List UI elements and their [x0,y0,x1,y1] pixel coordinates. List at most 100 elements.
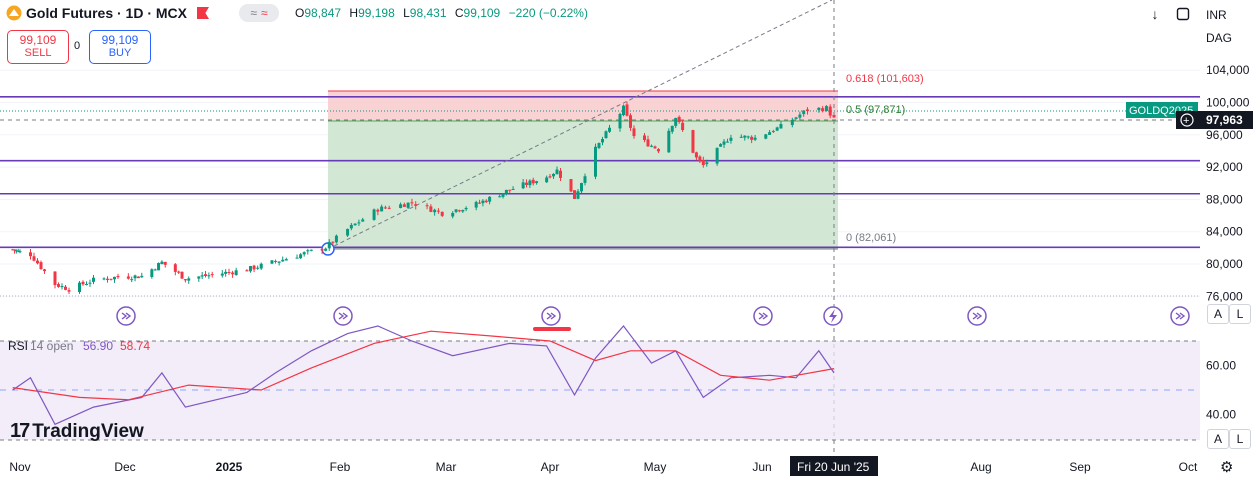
candle-body [725,141,729,143]
candle-body [569,179,573,192]
time-axis-tick: Dec [114,460,135,474]
candle-body [220,273,224,276]
candle-body [625,104,629,116]
candle-body [501,193,505,197]
candle-body [92,277,95,282]
auto-scale-button-main[interactable]: A [1207,304,1229,324]
candle-body [461,209,465,212]
rsi-legend-value2: 58.74 [120,339,150,353]
candle-body [753,137,757,140]
candle-body [399,204,403,209]
flag-icon[interactable] [197,7,209,19]
sell-price: 99,109 [19,33,57,47]
candle-body [643,135,646,141]
candle-body [346,228,350,236]
candle-body [629,115,632,128]
candle-body [694,152,698,158]
ohlc-low: 98,431 [409,6,447,20]
unit-label[interactable]: DAG [1206,31,1233,45]
candle-body [743,135,747,138]
compare-toggle[interactable]: ≈ ≈ [239,4,279,22]
time-axis-tick: May [644,460,667,474]
event-arrow-icon[interactable] [967,306,987,326]
dividend-lightning-icon[interactable] [823,306,843,326]
down-arrow-icon[interactable]: ↓ [1151,6,1159,22]
rsi-legend-name[interactable]: RSI [8,339,28,353]
candle-body [36,260,39,264]
candle-body [410,202,414,204]
settings-gear-icon[interactable]: ⚙ [1220,459,1234,476]
candle-body [284,259,288,261]
tradingview-logo: 17 TradingView [10,420,144,443]
candle-body [187,278,191,281]
candle-body [163,261,167,265]
candle-body [231,272,235,275]
candle-body [383,207,387,209]
candle-body [454,209,458,212]
event-arrow-icon[interactable] [333,306,353,326]
date-badge-label: Fri 20 Jun '25 [797,460,870,474]
time-axis-tick: Oct [1179,460,1198,474]
event-arrow-icon[interactable] [116,306,136,326]
candle-body [548,176,552,178]
candle-body [277,261,281,263]
candle-body [327,241,331,249]
candle-body [817,107,821,110]
candle-body [451,212,455,217]
candle-body [583,176,587,183]
candle-body [429,206,433,212]
candle-body [775,127,779,131]
price-axis-tick: 92,000 [1206,160,1243,174]
candle-body [670,125,674,132]
candle-body [281,259,285,262]
candle-body [511,188,515,190]
brand-text: TradingView [32,420,144,442]
trend-line[interactable] [327,0,833,250]
candle-body [674,118,678,126]
price-axis-tick: 96,000 [1206,128,1243,142]
candle-body [245,270,249,272]
rsi-legend-value1: 56.90 [83,339,113,353]
currency-label[interactable]: INR [1206,8,1227,22]
candle-body [67,290,71,292]
candle-body [259,263,263,269]
candle-body [555,169,559,175]
add-alert-icon[interactable] [1180,113,1194,127]
candle-body [580,183,583,192]
candle-body [650,145,653,147]
sell-button[interactable]: 99,109 SELL [7,30,69,64]
candle-body [601,139,604,143]
candle-body [457,210,461,212]
time-axis-tick: Mar [436,460,457,474]
event-arrow-icon[interactable] [753,306,773,326]
symbol-title[interactable]: Gold Futures · 1D · MCX [26,5,187,21]
candle-body [488,196,492,202]
candle-body [705,162,709,165]
candle-body [729,137,733,141]
candle-body [828,106,832,116]
fullscreen-icon[interactable] [1173,4,1193,24]
time-axis-tick: Sep [1069,460,1091,474]
candle-body [180,271,184,279]
event-arrow-icon[interactable] [1170,306,1190,326]
candle-body [320,249,324,251]
candle-body [109,278,113,280]
log-scale-button-rsi[interactable]: L [1229,429,1251,449]
auto-scale-button-rsi[interactable]: A [1207,429,1229,449]
symbol-header[interactable]: Gold Futures · 1D · MCX ≈ ≈ O98,847 H99,… [6,4,593,22]
candle-body [464,207,468,210]
candle-body [832,115,836,118]
candle-body [177,271,181,273]
ohlc-open: 98,847 [304,6,342,20]
wave-icon-red: ≈ [261,6,268,20]
candle-body [677,116,681,122]
candle-body [14,250,18,252]
candle-body [376,209,380,212]
buy-button[interactable]: 99,109 BUY [89,30,151,64]
candle-body [764,134,768,139]
rsi-axis-tick: 40.00 [1206,408,1236,422]
log-scale-button-main[interactable]: L [1229,304,1251,324]
event-arrow-icon[interactable] [541,306,561,326]
candle-body [153,269,157,271]
